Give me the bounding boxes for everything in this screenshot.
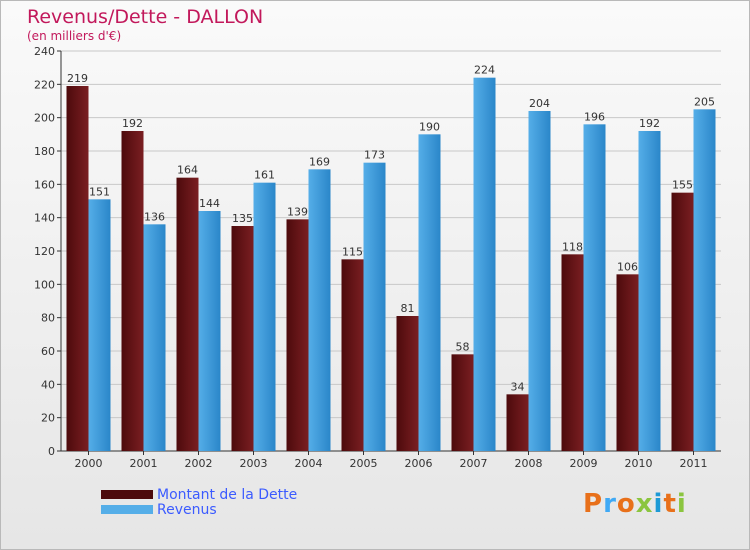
bar-revenue-2001: [143, 224, 166, 451]
bar-debt-2008: [506, 394, 529, 451]
x-tick-label: 2008: [515, 457, 543, 470]
data-label-debt-2011: 155: [672, 179, 693, 192]
y-tick-label: 180: [34, 145, 55, 158]
data-label-debt-2007: 58: [456, 340, 470, 353]
y-tick-label: 40: [41, 378, 55, 391]
bar-debt-2009: [561, 254, 584, 451]
data-label-revenue-2006: 190: [419, 120, 440, 133]
legend-label-revenue: Revenus: [157, 501, 217, 518]
data-label-debt-2000: 219: [67, 72, 88, 85]
y-tick-label: 20: [41, 412, 55, 425]
bar-revenue-2007: [473, 77, 496, 452]
data-label-revenue-2007: 224: [474, 64, 495, 77]
x-tick-label: 2003: [240, 457, 268, 470]
bar-debt-2007: [451, 354, 474, 451]
x-tick-label: 2009: [570, 457, 598, 470]
data-label-revenue-2004: 169: [309, 155, 330, 168]
data-label-debt-2001: 192: [122, 117, 143, 130]
data-label-debt-2006: 81: [401, 302, 415, 315]
axes: 0 20 40 60 80 100 120 140 160 180 200 220 240 2000 200…: [34, 45, 721, 470]
legend-item-revenue: Revenus: [101, 501, 297, 518]
bar-debt-2001: [121, 131, 144, 451]
bar-chart: 0 20 40 60 80 100 120 140 160 180 200 220 240 2000 200…: [34, 45, 721, 470]
y-tick-label: 60: [41, 345, 55, 358]
bar-debt-2011: [671, 192, 694, 451]
y-tick-label: 200: [34, 112, 55, 125]
chart-subtitle: (en milliers d'€): [27, 29, 122, 43]
legend-swatch-revenue: [101, 505, 153, 514]
x-tick-label: 2001: [130, 457, 158, 470]
bar-revenue-2000: [88, 199, 111, 451]
data-label-debt-2008: 34: [511, 380, 525, 393]
data-label-revenue-2003: 161: [254, 169, 275, 182]
legend-label-debt: Montant de la Dette: [157, 486, 298, 503]
data-label-revenue-2001: 136: [144, 210, 165, 223]
x-tick-label: 2000: [75, 457, 103, 470]
data-label-revenue-2011: 205: [694, 95, 715, 108]
bar-debt-2003: [231, 226, 254, 451]
y-tick-label: 120: [34, 245, 55, 258]
data-label-revenue-2002: 144: [199, 197, 220, 210]
bar-debt-2006: [396, 316, 419, 451]
data-label-debt-2010: 106: [617, 260, 638, 273]
data-label-debt-2003: 135: [232, 212, 253, 225]
bar-revenue-2011: [693, 109, 716, 451]
bar-revenue-2005: [363, 162, 386, 451]
x-tick-label: 2011: [680, 457, 708, 470]
y-tick-label: 140: [34, 212, 55, 225]
data-label-debt-2009: 118: [562, 240, 583, 253]
legend: Montant de la Dette Revenus: [101, 486, 298, 518]
y-tick-label: 160: [34, 178, 55, 191]
bar-debt-2000: [66, 86, 89, 451]
x-tick-label: 2004: [295, 457, 323, 470]
x-tick-label: 2007: [460, 457, 488, 470]
bar-revenue-2004: [308, 169, 331, 452]
x-tick-label: 2005: [350, 457, 378, 470]
bar-debt-2004: [286, 219, 309, 451]
y-tick-label: 220: [34, 78, 55, 91]
x-tick-label: 2006: [405, 457, 433, 470]
x-tick-label: 2002: [185, 457, 213, 470]
data-label-revenue-2009: 196: [584, 110, 605, 123]
data-label-revenue-2005: 173: [364, 149, 385, 162]
bar-revenue-2008: [528, 111, 551, 451]
bar-debt-2002: [176, 177, 199, 451]
y-tick-label: 240: [34, 45, 55, 58]
grid-lines: [61, 50, 721, 452]
proxiti-logo: Proxiti: [583, 489, 687, 519]
y-tick-label: 80: [41, 312, 55, 325]
y-tick-label: 100: [34, 278, 55, 291]
chart-title: Revenus/Dette - DALLON: [27, 6, 264, 28]
bar-revenue-2003: [253, 182, 276, 451]
bar-revenue-2009: [583, 124, 606, 451]
data-label-revenue-2008: 204: [529, 97, 550, 110]
bars: [66, 77, 716, 452]
bar-debt-2010: [616, 274, 639, 451]
legend-item-debt: Montant de la Dette: [101, 486, 298, 503]
bar-debt-2005: [341, 259, 364, 451]
x-tick-label: 2010: [625, 457, 653, 470]
data-label-revenue-2000: 151: [89, 185, 110, 198]
data-label-debt-2004: 139: [287, 205, 308, 218]
data-label-revenue-2010: 192: [639, 117, 660, 130]
data-label-debt-2002: 164: [177, 164, 198, 177]
bar-revenue-2010: [638, 131, 661, 451]
bar-revenue-2002: [198, 211, 221, 451]
y-tick-label: 0: [48, 445, 55, 458]
bar-revenue-2006: [418, 134, 441, 452]
data-labels: 219 151 192 136 164 144 135 161 139 169 115 173 81 19…: [67, 64, 715, 394]
data-label-debt-2005: 115: [342, 245, 363, 258]
legend-swatch-debt: [101, 490, 153, 499]
